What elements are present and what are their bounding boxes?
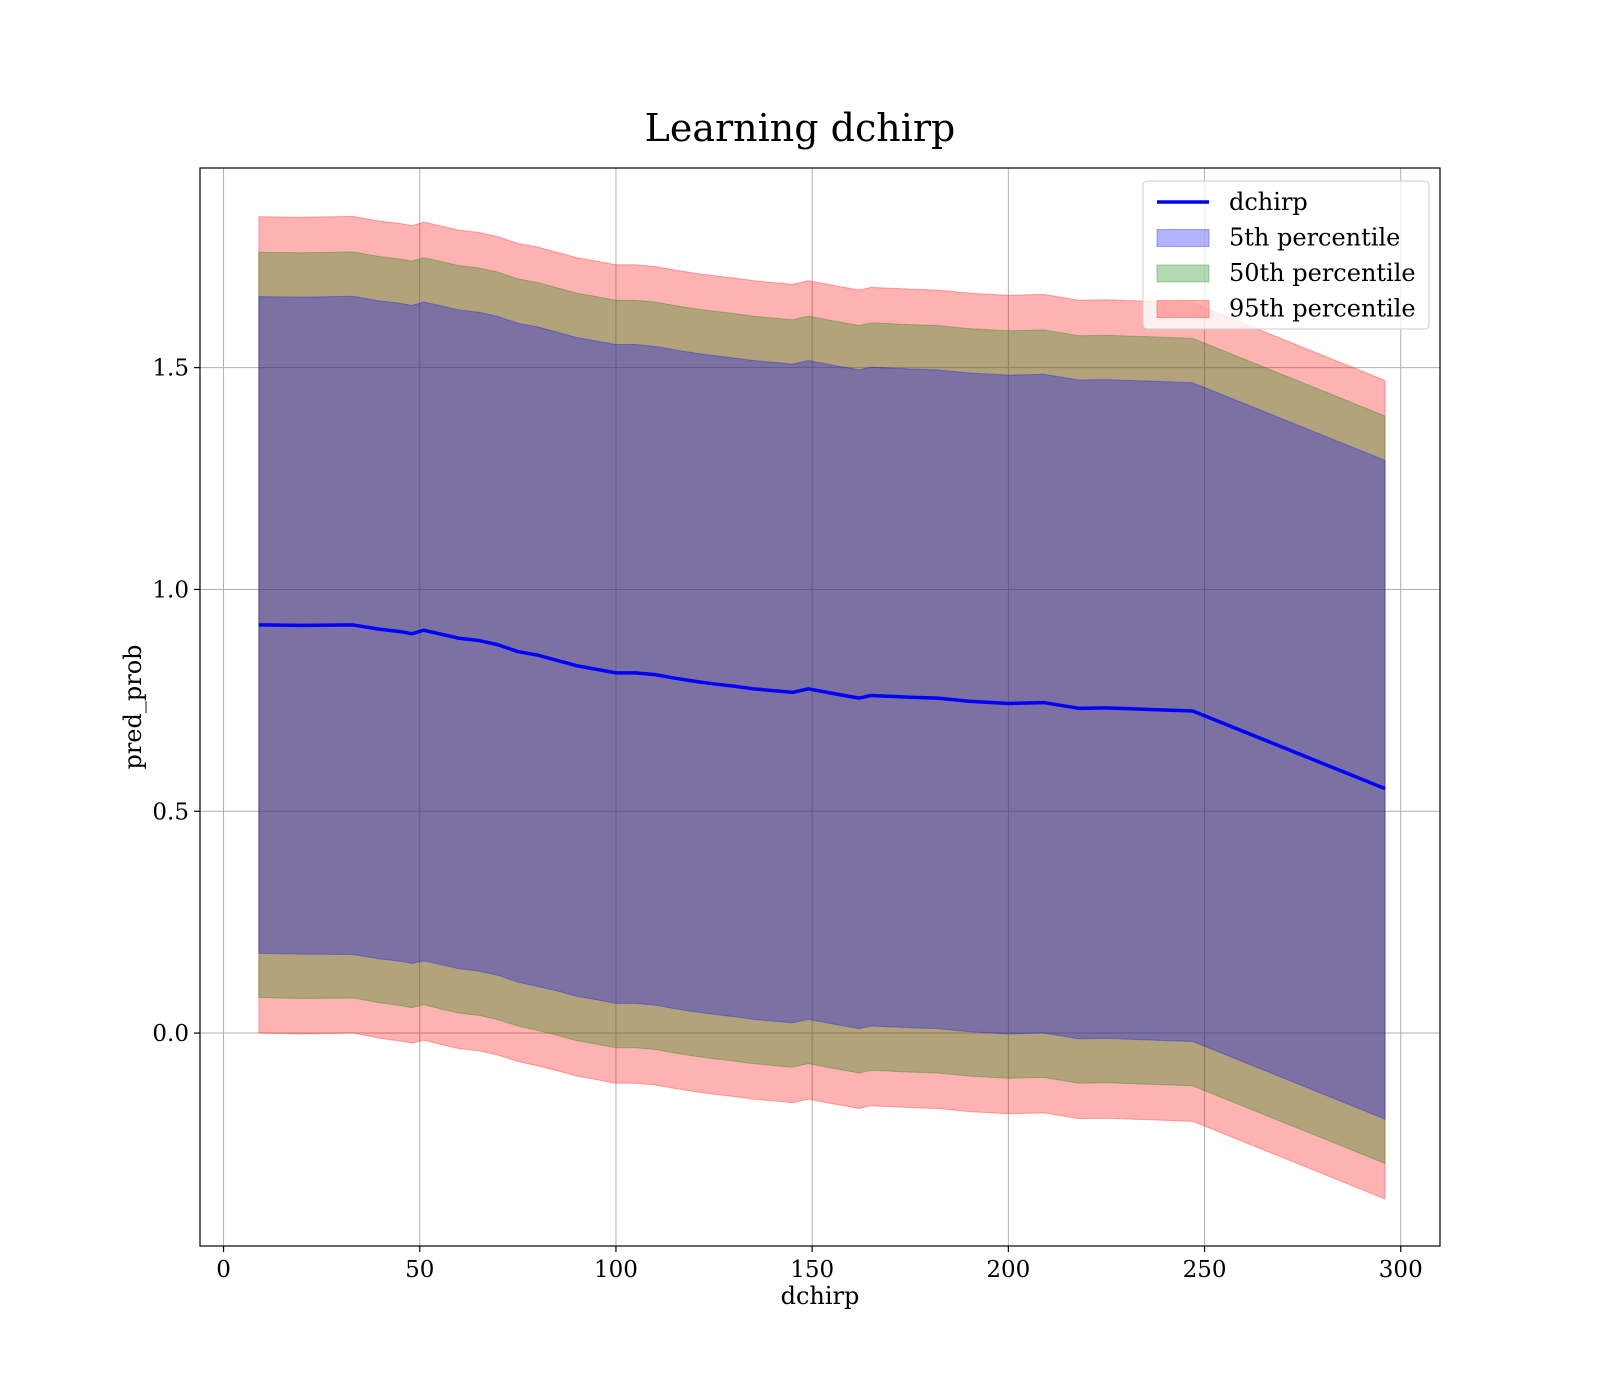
plot-frame — [199, 167, 1441, 1247]
x-axis-label: dchirp — [781, 1282, 860, 1310]
x-tick-label: 200 — [986, 1257, 1030, 1283]
line-dchirp — [258, 623, 1386, 791]
band-95th-percentile — [258, 215, 1386, 1200]
x-tick-label: 150 — [790, 1257, 834, 1283]
gridlines — [200, 168, 1440, 1246]
y-tick-label: 1.0 — [152, 577, 189, 603]
y-axis-label: pred_prob — [119, 644, 147, 769]
legend-label: 50th percentile — [1229, 259, 1416, 287]
legend-item: 95th percentile — [1156, 295, 1416, 323]
legend-swatch — [1156, 264, 1210, 283]
legend-label: 95th percentile — [1229, 295, 1416, 323]
legend-item: 5th percentile — [1156, 224, 1400, 252]
legend-swatch — [1156, 300, 1210, 318]
legend-label: 5th percentile — [1229, 224, 1400, 252]
x-tick-label: 0 — [216, 1257, 231, 1283]
band-5th-percentile — [258, 295, 1386, 1120]
legend-item: dchirp — [1157, 188, 1308, 216]
legend-item: 50th percentile — [1156, 259, 1416, 287]
legend-swatch — [1156, 229, 1210, 247]
legend-label: dchirp — [1229, 188, 1308, 216]
y-tick-label: 1.5 — [152, 356, 189, 382]
data-lines — [258, 623, 1386, 791]
x-tick-label: 250 — [1183, 1257, 1227, 1283]
y-tick-label: 0.0 — [152, 1021, 189, 1047]
percentile-bands — [258, 215, 1386, 1200]
x-tick-label: 100 — [594, 1257, 638, 1283]
x-tick-label: 300 — [1379, 1257, 1423, 1283]
x-axis-ticks: 0 50 100 150 200 250 300 — [216, 1246, 1423, 1283]
legend-frame — [1142, 180, 1430, 330]
band-50th-percentile — [258, 251, 1386, 1165]
y-tick-label: 0.5 — [152, 799, 189, 825]
y-axis-ticks: 0.0 0.5 1.0 1.5 — [152, 356, 200, 1047]
chart-title: Learning dchirp — [645, 106, 956, 150]
x-tick-label: 50 — [405, 1257, 434, 1283]
legend: dchirp 5th percentile 50th percentile 95th … — [1142, 180, 1430, 330]
